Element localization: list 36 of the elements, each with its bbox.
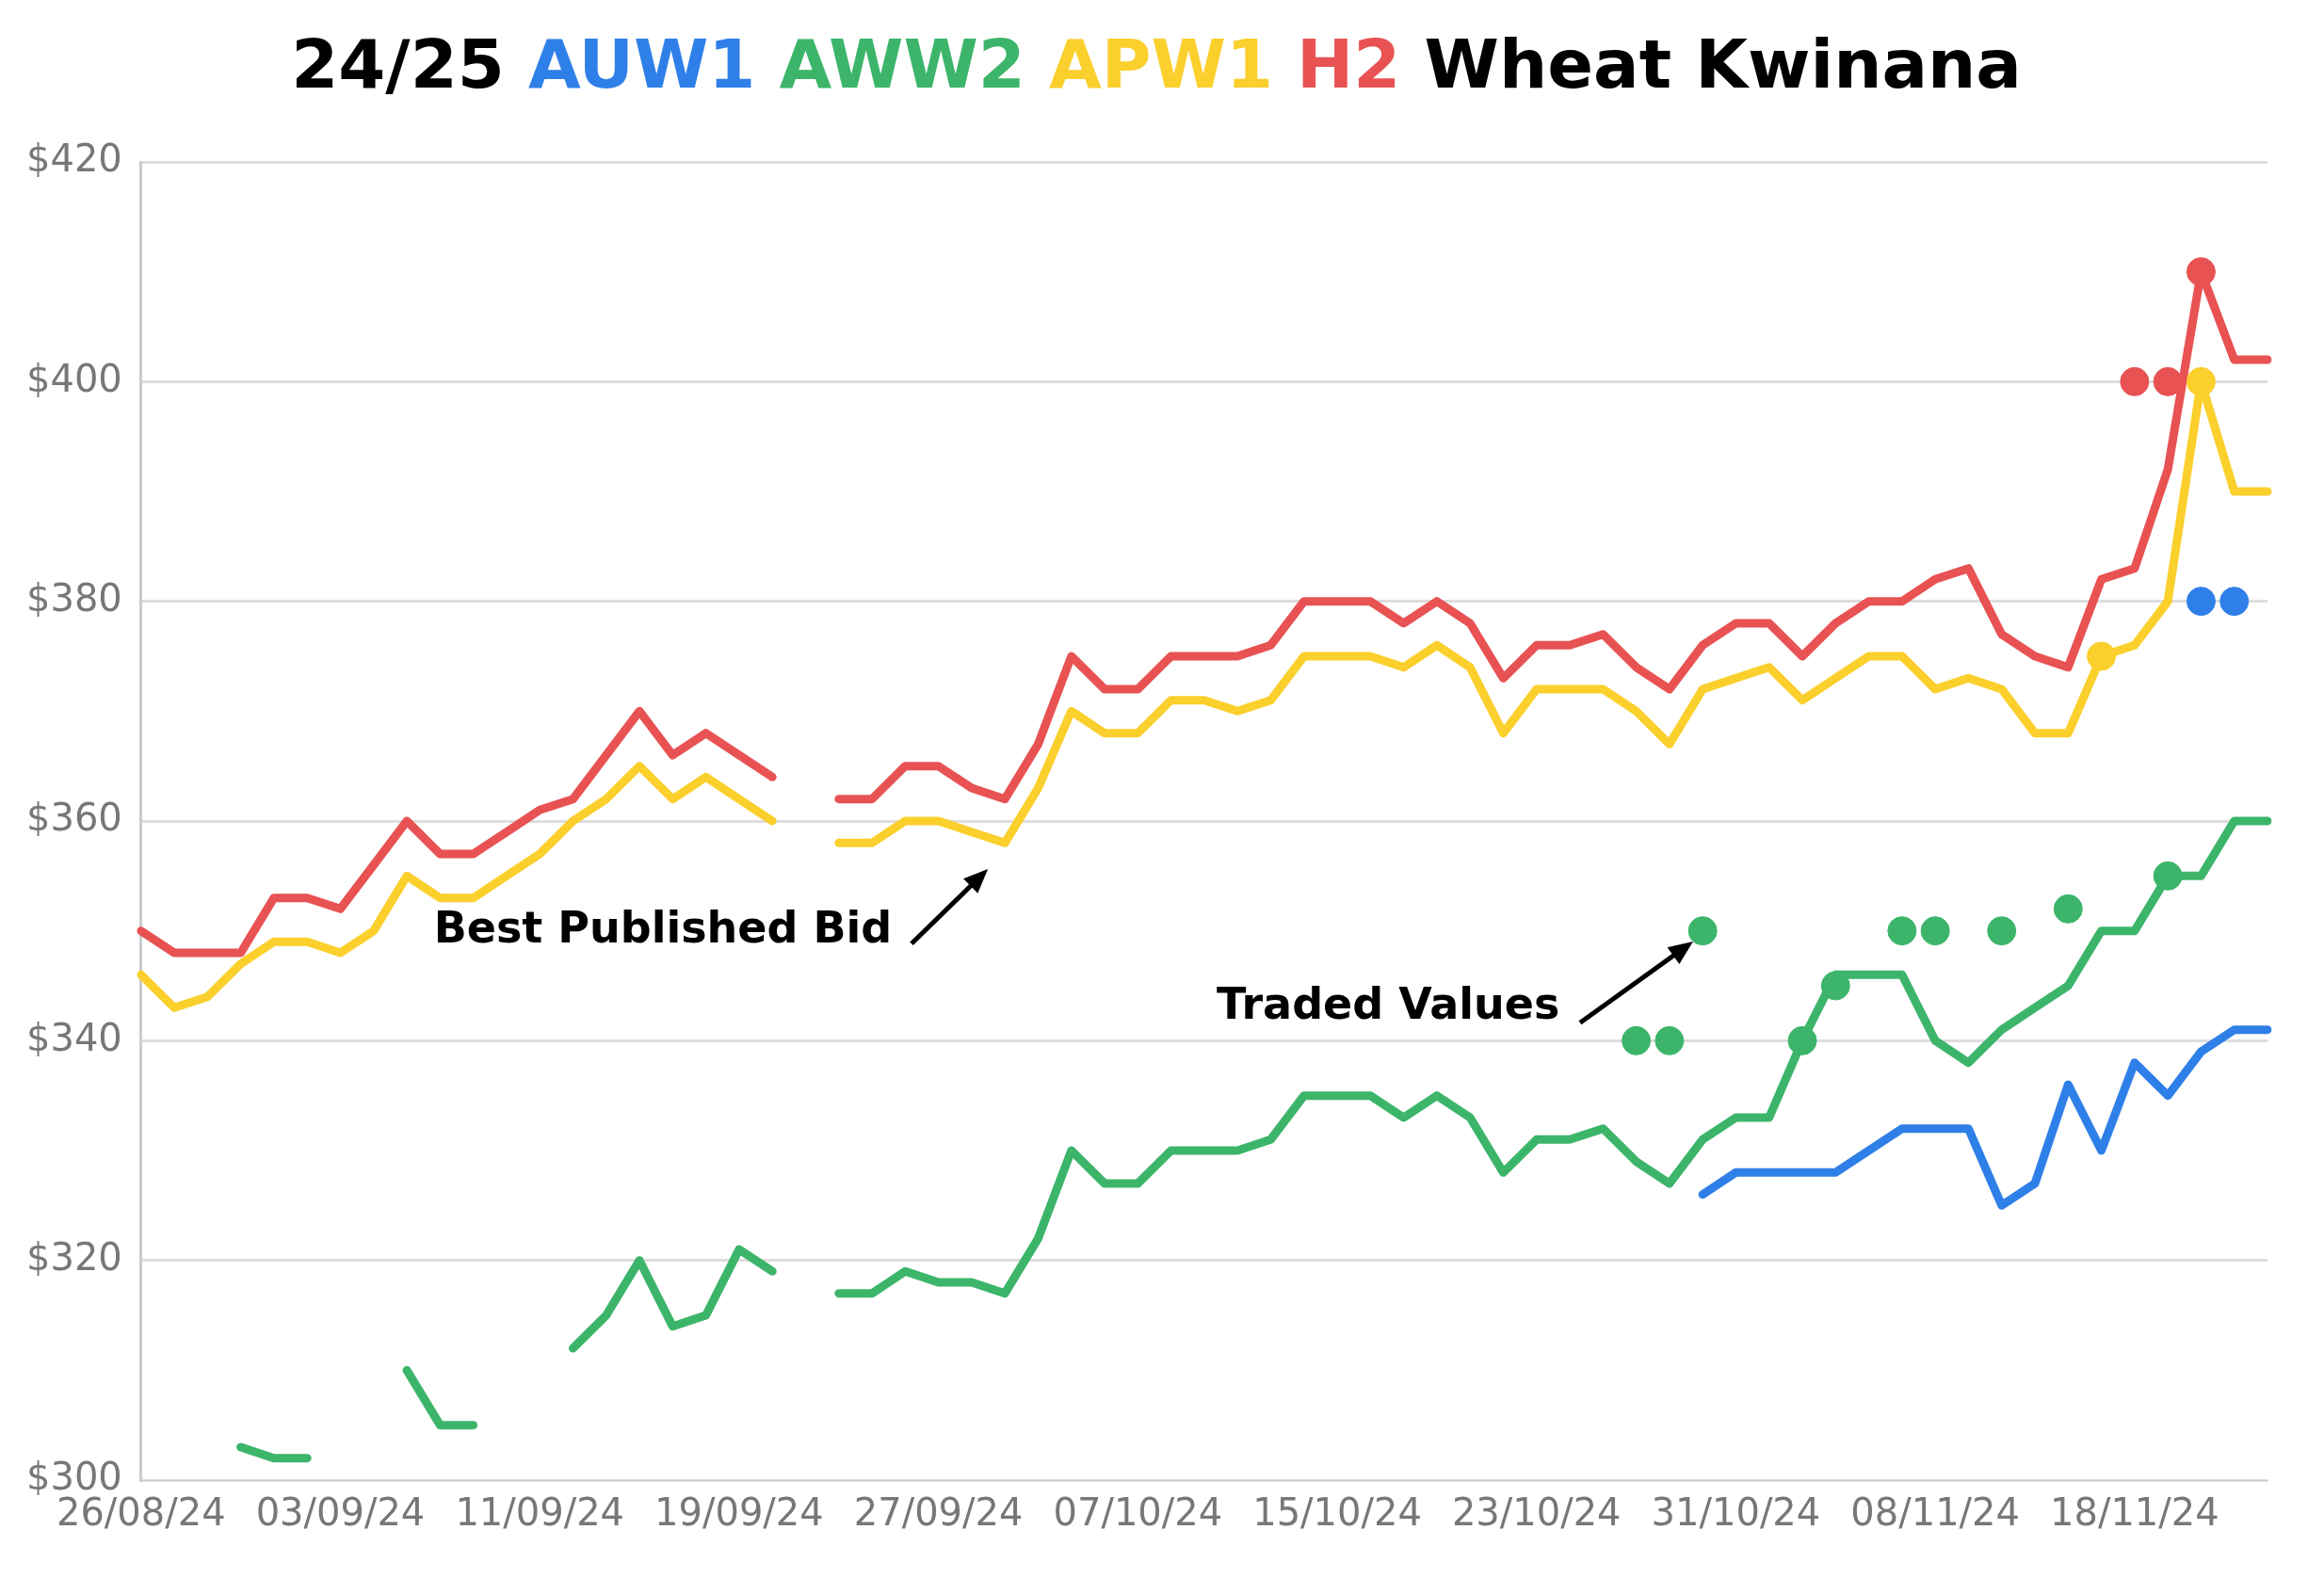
point (2053, 894, 2083, 924)
point (2120, 366, 2150, 396)
x-tick-label: 08/11/24 (1850, 1490, 2020, 1535)
point (1820, 971, 1850, 1001)
x-tick-label: 18/11/24 (2050, 1490, 2219, 1535)
point (2186, 366, 2216, 396)
x-tick-label: 27/09/24 (853, 1490, 1024, 1535)
x-tick-label: 31/10/24 (1651, 1490, 1821, 1535)
point (1654, 1025, 1685, 1055)
x-tick-label: 11/09/24 (455, 1490, 625, 1535)
point (2153, 861, 2183, 891)
annotation: Traded Values (1217, 978, 1560, 1030)
x-tick-label: 15/10/24 (1252, 1490, 1422, 1535)
y-tick-label: $360 (26, 796, 122, 840)
point (2087, 641, 2117, 671)
point (1687, 916, 1718, 946)
x-tick-label: 23/10/24 (1451, 1490, 1622, 1535)
x-tick-label: 19/09/24 (654, 1490, 824, 1535)
chart-title: 24/25 AUW1 AWW2 APW1 H2 Wheat Kwinana (291, 24, 2022, 104)
point (2186, 587, 2216, 617)
y-tick-label: $420 (26, 137, 122, 181)
y-tick-label: $400 (26, 356, 122, 400)
y-tick-label: $340 (26, 1015, 122, 1059)
point (1622, 1025, 1652, 1055)
point (2153, 366, 2183, 396)
y-tick-label: $320 (26, 1235, 122, 1280)
point (1987, 916, 2017, 946)
x-tick-label: 03/09/24 (255, 1490, 426, 1535)
point (2219, 587, 2250, 617)
x-tick-label: 07/10/24 (1053, 1490, 1223, 1535)
point (1920, 916, 1950, 946)
y-tick-label: $380 (26, 576, 122, 620)
point (1887, 916, 1917, 946)
point (2186, 257, 2216, 287)
point (1787, 1025, 1817, 1055)
annotation: Best Published Bid (433, 901, 893, 953)
